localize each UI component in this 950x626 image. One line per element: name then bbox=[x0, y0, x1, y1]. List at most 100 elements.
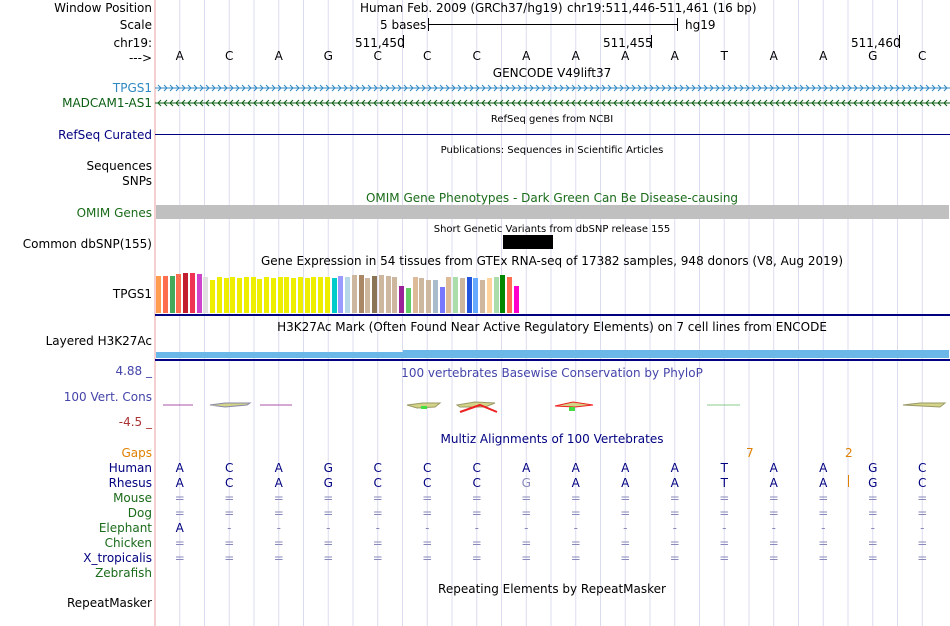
gtex-bar-54[interactable] bbox=[513, 286, 519, 313]
omim-title[interactable]: OMIM Gene Phenotypes - Dark Green Can Be… bbox=[365, 191, 739, 205]
gtex-bar-3[interactable] bbox=[169, 276, 175, 313]
gtex-bar-8[interactable] bbox=[203, 277, 209, 313]
gtex-bar-1[interactable] bbox=[156, 276, 161, 313]
h3k27ac-title[interactable]: H3K27Ac Mark (Often Found Near Active Re… bbox=[277, 320, 827, 334]
gtex-bar-53[interactable] bbox=[507, 277, 512, 313]
species-label-zebrafish[interactable]: Zebrafish bbox=[95, 566, 152, 580]
gtex-bar-44[interactable] bbox=[446, 277, 452, 313]
species-label-mouse[interactable]: Mouse bbox=[113, 491, 152, 505]
phylop-conservation-plot[interactable] bbox=[155, 398, 950, 418]
gtex-bar-52[interactable] bbox=[500, 275, 506, 313]
gtex-bar-40[interactable] bbox=[419, 278, 425, 313]
gap-mark-7[interactable]: 7 bbox=[746, 446, 754, 460]
h3k27ac-signal-right[interactable] bbox=[403, 350, 949, 358]
gtex-bar-24[interactable] bbox=[311, 277, 317, 313]
gtex-bar-9[interactable] bbox=[210, 280, 215, 313]
gtex-bar-16[interactable] bbox=[257, 279, 263, 313]
gtex-bar-7[interactable] bbox=[196, 274, 202, 313]
gtex-bar-28[interactable] bbox=[338, 276, 344, 313]
omim-feature-bar[interactable] bbox=[156, 205, 949, 219]
alignment-base: G bbox=[868, 461, 878, 475]
gtex-bar-29[interactable] bbox=[345, 277, 350, 313]
gencode-title[interactable]: GENCODE V49lift37 bbox=[492, 66, 612, 80]
repeatmasker-label[interactable]: RepeatMasker bbox=[66, 596, 152, 610]
gtex-bar-34[interactable] bbox=[378, 275, 384, 313]
gtex-bar-49[interactable] bbox=[480, 280, 485, 313]
species-label-elephant[interactable]: Elephant bbox=[98, 521, 152, 535]
madcam1-as1-gene-track[interactable] bbox=[155, 97, 950, 109]
dbsnp-label[interactable]: Common dbSNP(155) bbox=[22, 237, 152, 251]
gtex-bar-32[interactable] bbox=[365, 278, 371, 313]
publications-snps-label[interactable]: SNPs bbox=[122, 174, 152, 188]
gtex-bar-48[interactable] bbox=[473, 278, 479, 313]
species-label-chicken[interactable]: Chicken bbox=[104, 536, 152, 550]
alignment-base: = bbox=[273, 551, 284, 565]
gtex-bar-5[interactable] bbox=[183, 273, 188, 313]
multiz-title[interactable]: Multiz Alignments of 100 Vertebrates bbox=[440, 432, 664, 446]
species-label-dog[interactable]: Dog bbox=[127, 506, 152, 520]
gtex-bar-10[interactable] bbox=[216, 277, 222, 313]
gtex-bar-30[interactable] bbox=[351, 275, 357, 313]
h3k27ac-label[interactable]: Layered H3K27Ac bbox=[45, 334, 152, 348]
multiz-gaps-label[interactable]: Gaps bbox=[121, 446, 152, 460]
publications-title[interactable]: Publications: Sequences in Scientific Ar… bbox=[440, 145, 664, 156]
gtex-bar-14[interactable] bbox=[243, 277, 249, 313]
gtex-bar-33[interactable] bbox=[372, 276, 377, 313]
window-position[interactable]: chr19:511,446-511,461 (16 bp) bbox=[567, 1, 757, 15]
gtex-bar-25[interactable] bbox=[318, 277, 323, 313]
publications-sequences-label[interactable]: Sequences bbox=[86, 159, 152, 173]
dbsnp-variant[interactable] bbox=[503, 235, 553, 249]
gtex-bar-6[interactable] bbox=[189, 273, 195, 313]
gencode-gene-madcam1-as1[interactable]: MADCAM1-AS1 bbox=[62, 96, 152, 110]
gtex-bar-37[interactable] bbox=[399, 286, 404, 313]
assembly-title[interactable]: Human Feb. 2009 (GRCh37/hg19) bbox=[360, 1, 563, 15]
gap-mark-2[interactable]: 2 bbox=[845, 446, 853, 460]
gtex-bar-21[interactable] bbox=[291, 278, 296, 313]
gtex-bar-17[interactable] bbox=[264, 277, 269, 313]
gtex-bar-26[interactable] bbox=[324, 277, 330, 313]
gtex-bar-4[interactable] bbox=[176, 274, 182, 313]
gtex-bar-11[interactable] bbox=[223, 278, 229, 313]
omim-label[interactable]: OMIM Genes bbox=[76, 206, 152, 220]
gtex-bar-19[interactable] bbox=[277, 277, 283, 313]
species-label-human[interactable]: Human bbox=[108, 461, 152, 475]
rhesus-insertion-mark[interactable] bbox=[848, 475, 849, 487]
gtex-bar-18[interactable] bbox=[270, 278, 276, 313]
species-label-x_tropicalis[interactable]: X_tropicalis bbox=[83, 551, 152, 565]
gtex-bar-15[interactable] bbox=[250, 277, 256, 313]
gtex-bar-13[interactable] bbox=[237, 278, 242, 313]
gtex-bar-36[interactable] bbox=[392, 277, 398, 313]
gtex-bar-22[interactable] bbox=[297, 277, 303, 313]
gtex-gene-label[interactable]: TPGS1 bbox=[112, 287, 152, 301]
gtex-bar-31[interactable] bbox=[358, 275, 364, 313]
gtex-bar-45[interactable] bbox=[453, 277, 458, 313]
tpgs1-gene-track[interactable] bbox=[155, 82, 950, 94]
species-label-rhesus[interactable]: Rhesus bbox=[108, 476, 152, 490]
gtex-bar-35[interactable] bbox=[385, 276, 391, 313]
gtex-bar-27[interactable] bbox=[331, 278, 337, 313]
gtex-bar-43[interactable] bbox=[439, 287, 445, 313]
gtex-bar-12[interactable] bbox=[230, 277, 236, 313]
h3k27ac-signal-left[interactable] bbox=[156, 352, 403, 358]
gtex-bar-2[interactable] bbox=[162, 276, 168, 313]
gtex-title[interactable]: Gene Expression in 54 tissues from GTEx … bbox=[260, 254, 844, 268]
gencode-gene-tpgs1[interactable]: TPGS1 bbox=[112, 81, 152, 95]
gtex-bar-20[interactable] bbox=[284, 277, 290, 313]
gtex-bar-42[interactable] bbox=[432, 280, 438, 313]
gtex-bar-39[interactable] bbox=[412, 277, 418, 313]
refseq-title[interactable]: RefSeq genes from NCBI bbox=[490, 114, 614, 125]
phylop-title[interactable]: 100 vertebrates Basewise Conservation by… bbox=[401, 366, 703, 380]
dbsnp-title[interactable]: Short Genetic Variants from dbSNP releas… bbox=[433, 224, 671, 235]
gtex-bar-46[interactable] bbox=[459, 278, 465, 313]
gtex-bar-51[interactable] bbox=[493, 277, 499, 313]
gtex-bar-38[interactable] bbox=[405, 288, 411, 313]
gtex-bar-41[interactable] bbox=[426, 280, 431, 313]
phylop-label[interactable]: 100 Vert. Cons bbox=[63, 390, 152, 404]
repeatmasker-title[interactable]: Repeating Elements by RepeatMasker bbox=[438, 582, 666, 596]
alignment-base: = bbox=[620, 491, 631, 505]
gtex-bar-23[interactable] bbox=[304, 278, 310, 313]
refseq-gene-line[interactable] bbox=[155, 134, 950, 135]
refseq-label[interactable]: RefSeq Curated bbox=[58, 128, 152, 142]
gtex-bar-47[interactable] bbox=[466, 277, 472, 313]
gtex-bar-50[interactable] bbox=[486, 278, 492, 313]
